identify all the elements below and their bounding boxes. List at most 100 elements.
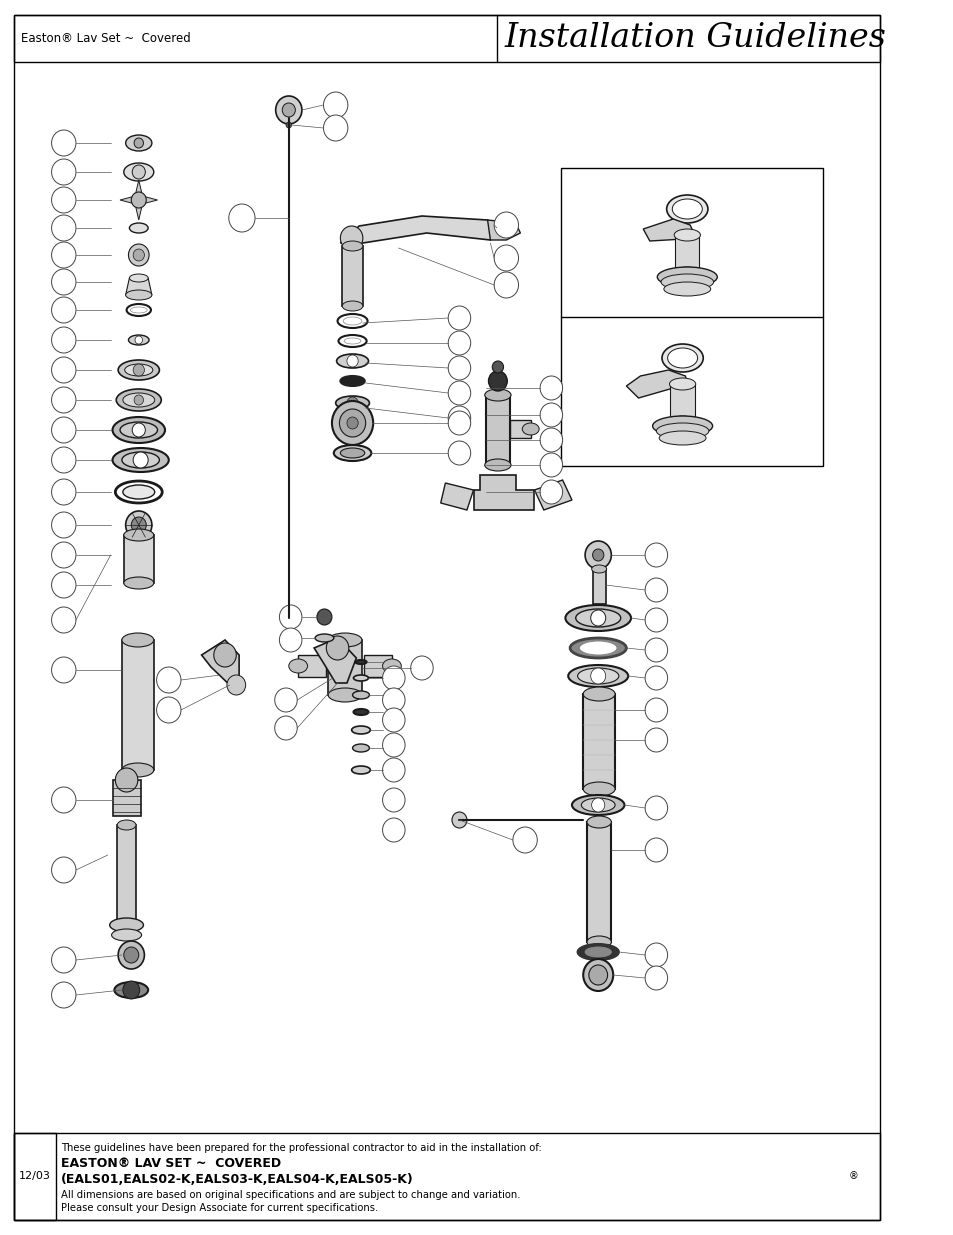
Ellipse shape xyxy=(577,668,618,684)
Ellipse shape xyxy=(314,634,334,642)
Bar xyxy=(592,569,605,604)
Ellipse shape xyxy=(352,726,370,734)
Circle shape xyxy=(592,550,603,561)
Circle shape xyxy=(382,788,405,811)
Polygon shape xyxy=(340,216,497,243)
Circle shape xyxy=(51,947,76,973)
Bar xyxy=(485,395,510,466)
Ellipse shape xyxy=(114,982,148,998)
Circle shape xyxy=(382,688,405,713)
Ellipse shape xyxy=(353,743,369,752)
Polygon shape xyxy=(126,278,152,295)
Circle shape xyxy=(323,91,348,119)
Ellipse shape xyxy=(120,422,157,438)
Polygon shape xyxy=(314,638,355,683)
Bar xyxy=(510,420,530,438)
Polygon shape xyxy=(473,475,534,510)
Ellipse shape xyxy=(663,282,710,296)
Circle shape xyxy=(488,370,507,391)
Circle shape xyxy=(282,103,295,117)
Circle shape xyxy=(156,697,181,722)
Circle shape xyxy=(51,186,76,212)
Circle shape xyxy=(644,578,667,601)
Circle shape xyxy=(132,191,146,207)
Circle shape xyxy=(51,572,76,598)
Circle shape xyxy=(51,982,76,1008)
Polygon shape xyxy=(487,220,519,240)
Circle shape xyxy=(51,215,76,241)
Ellipse shape xyxy=(124,163,153,182)
Bar xyxy=(328,640,361,695)
Circle shape xyxy=(51,327,76,353)
Circle shape xyxy=(588,965,607,986)
Ellipse shape xyxy=(130,274,148,282)
Text: These guidelines have been prepared for the professional contractor to aid in th: These guidelines have been prepared for … xyxy=(61,1144,541,1153)
Circle shape xyxy=(51,857,76,883)
Bar xyxy=(670,384,694,422)
Ellipse shape xyxy=(584,947,611,957)
Circle shape xyxy=(644,698,667,722)
Ellipse shape xyxy=(126,135,152,151)
Circle shape xyxy=(448,331,470,354)
Circle shape xyxy=(644,638,667,662)
Circle shape xyxy=(448,441,470,466)
Text: ®: ® xyxy=(847,1171,858,1181)
Circle shape xyxy=(132,424,145,437)
Circle shape xyxy=(644,839,667,862)
Ellipse shape xyxy=(337,314,367,329)
Circle shape xyxy=(539,429,562,452)
Ellipse shape xyxy=(355,659,366,664)
Bar xyxy=(298,655,326,677)
Ellipse shape xyxy=(131,308,147,312)
Bar xyxy=(342,246,362,306)
Circle shape xyxy=(340,226,362,249)
Text: All dimensions are based on original specifications and are subject to change an: All dimensions are based on original spe… xyxy=(61,1191,520,1200)
Circle shape xyxy=(213,643,236,667)
Ellipse shape xyxy=(126,290,152,300)
Ellipse shape xyxy=(340,375,364,387)
Text: Installation Guidelines: Installation Guidelines xyxy=(504,22,885,54)
Circle shape xyxy=(279,629,301,652)
Ellipse shape xyxy=(112,448,169,472)
Circle shape xyxy=(448,382,470,405)
Ellipse shape xyxy=(124,577,153,589)
Ellipse shape xyxy=(122,763,153,777)
Circle shape xyxy=(51,447,76,473)
Circle shape xyxy=(316,609,332,625)
Polygon shape xyxy=(135,200,142,220)
Circle shape xyxy=(644,727,667,752)
Bar xyxy=(112,781,140,816)
Circle shape xyxy=(382,734,405,757)
Ellipse shape xyxy=(352,766,370,774)
Ellipse shape xyxy=(122,452,159,468)
Bar xyxy=(675,235,699,273)
Circle shape xyxy=(382,708,405,732)
Ellipse shape xyxy=(572,795,624,815)
Ellipse shape xyxy=(340,448,364,458)
Ellipse shape xyxy=(586,936,611,948)
Ellipse shape xyxy=(115,480,162,503)
Circle shape xyxy=(539,453,562,477)
Ellipse shape xyxy=(336,354,368,368)
Circle shape xyxy=(644,944,667,967)
Ellipse shape xyxy=(127,304,151,316)
Ellipse shape xyxy=(129,335,149,345)
Circle shape xyxy=(644,797,667,820)
Circle shape xyxy=(51,269,76,295)
Ellipse shape xyxy=(674,267,700,279)
Polygon shape xyxy=(440,483,473,510)
Bar xyxy=(14,1132,56,1220)
Text: Please consult your Design Associate for current specifications.: Please consult your Design Associate for… xyxy=(61,1203,377,1213)
Ellipse shape xyxy=(657,267,717,287)
Circle shape xyxy=(123,981,139,999)
Circle shape xyxy=(339,409,365,437)
Circle shape xyxy=(494,272,518,298)
Ellipse shape xyxy=(354,709,368,715)
Polygon shape xyxy=(135,180,142,200)
Ellipse shape xyxy=(484,459,511,471)
Circle shape xyxy=(126,511,152,538)
Circle shape xyxy=(156,667,181,693)
Ellipse shape xyxy=(112,929,141,941)
Ellipse shape xyxy=(289,659,307,673)
Ellipse shape xyxy=(122,634,153,647)
